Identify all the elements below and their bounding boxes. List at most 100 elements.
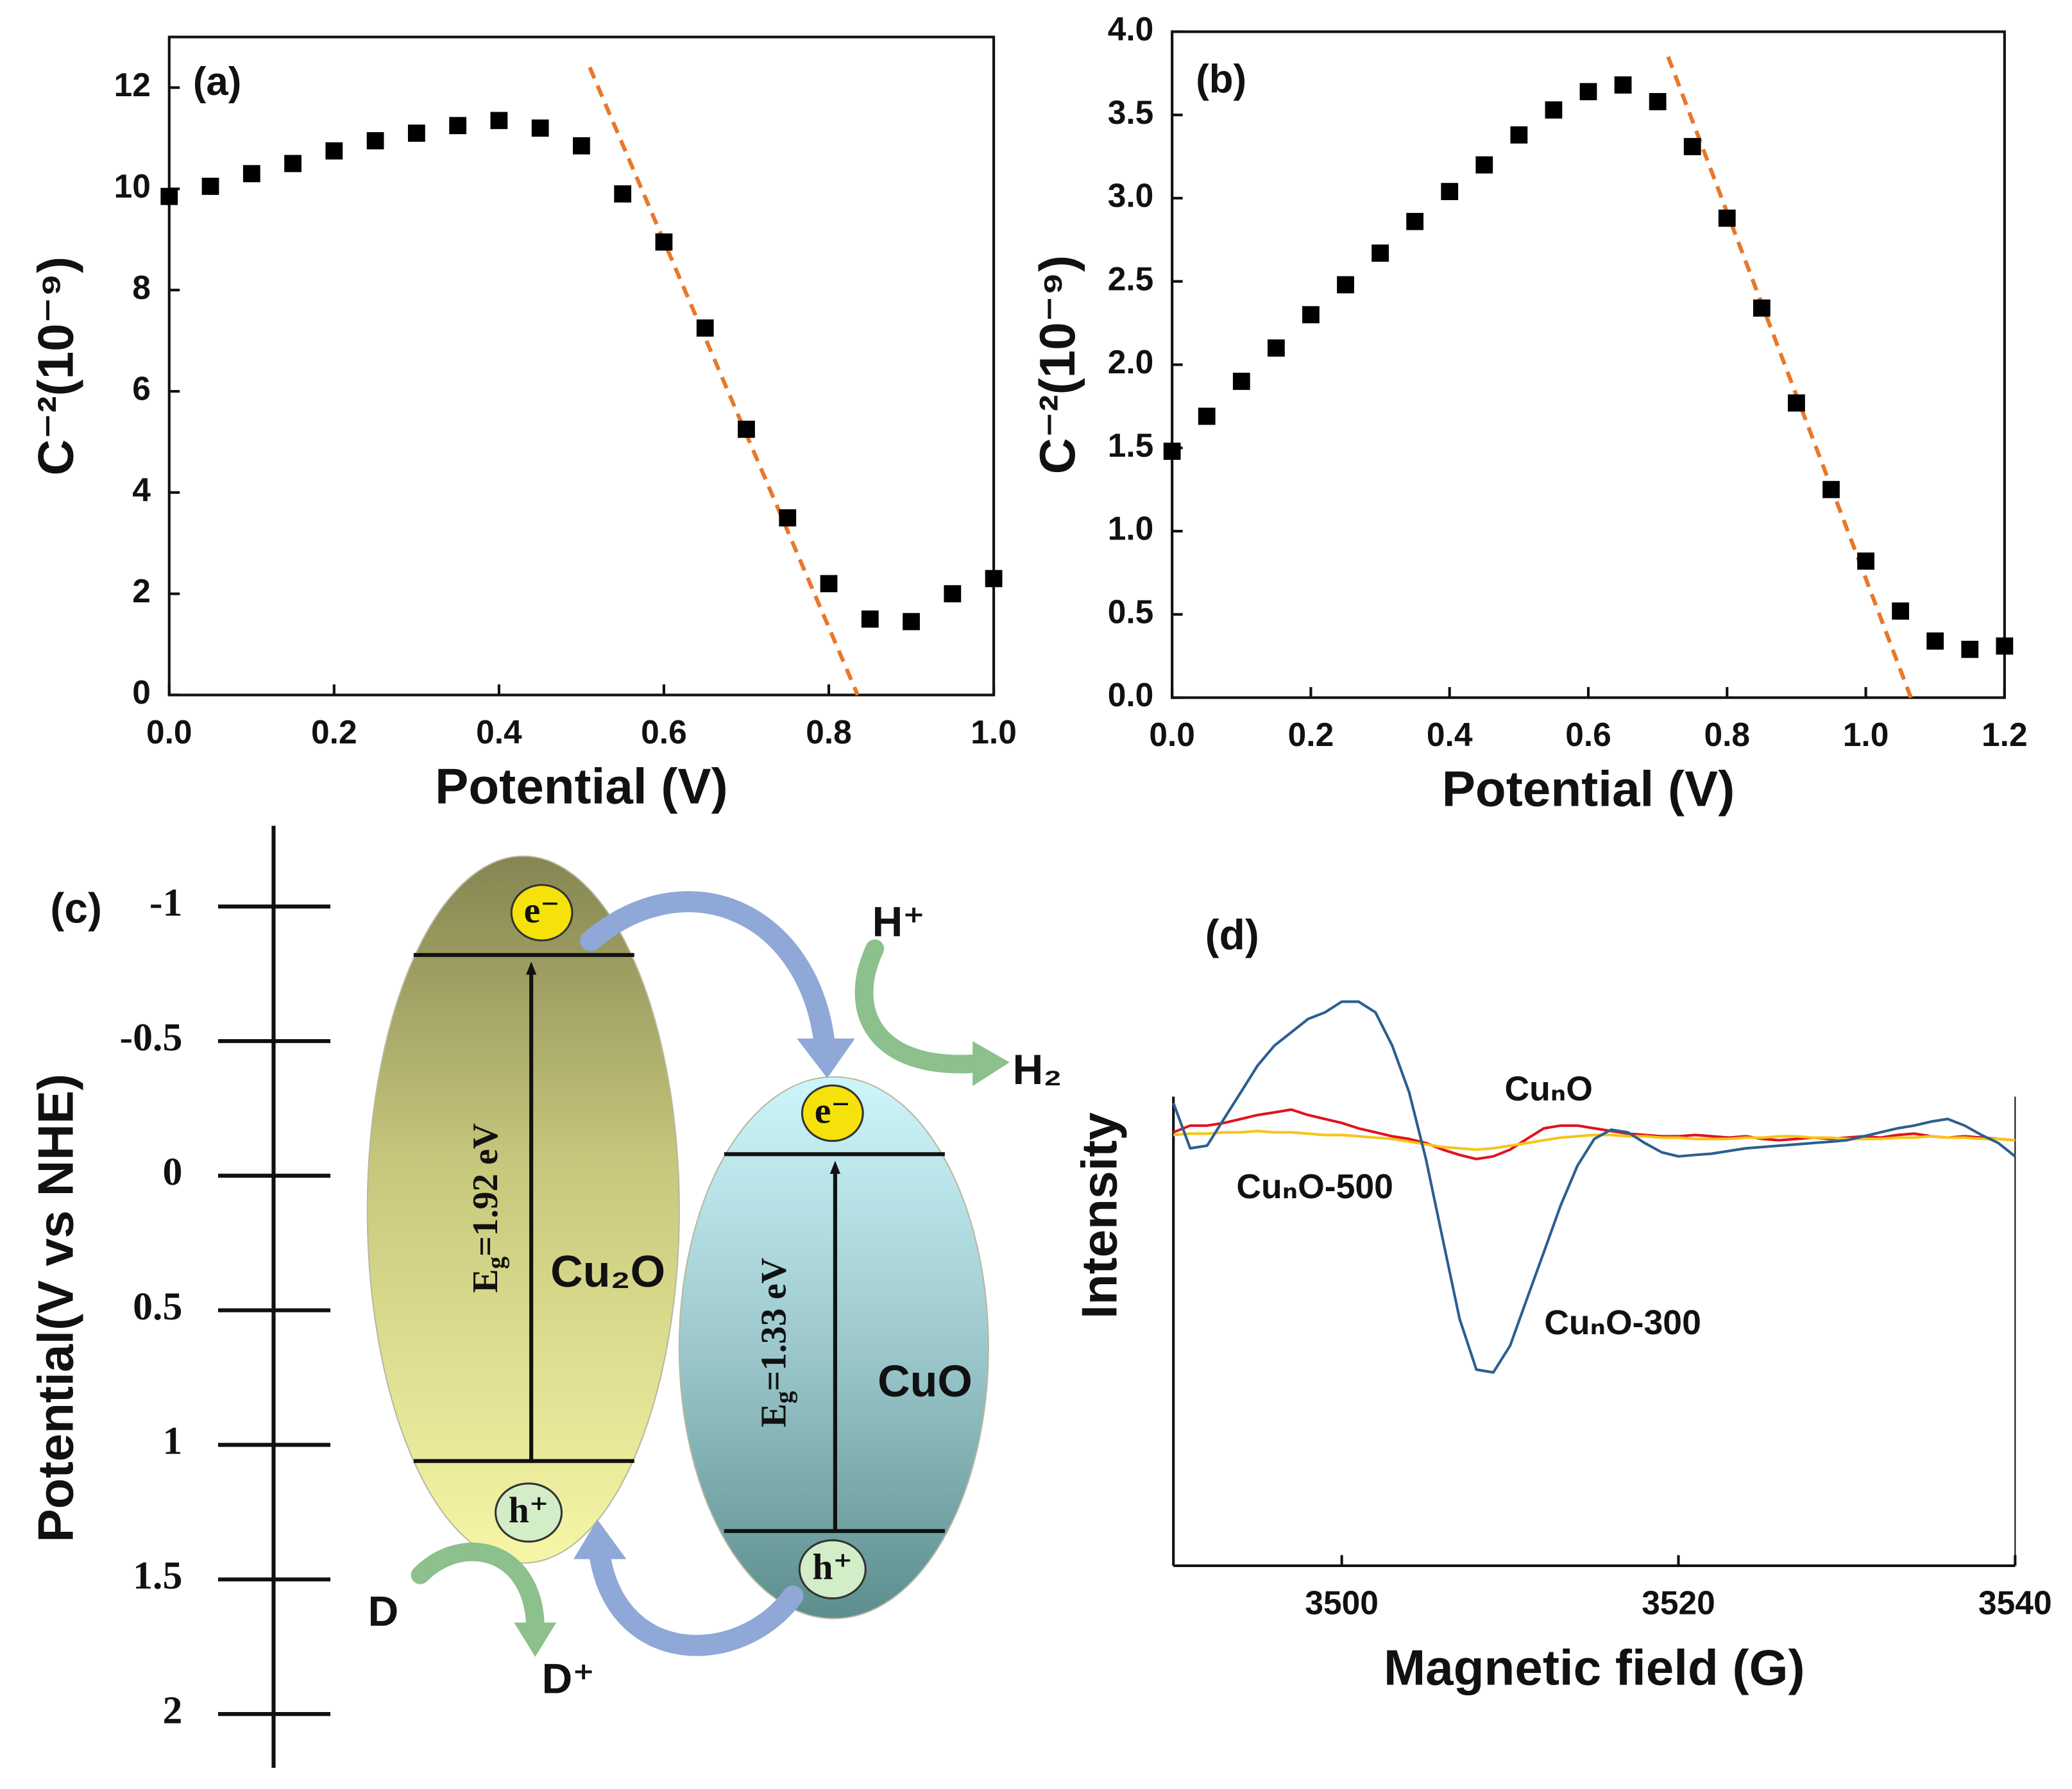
band-gap-subscript: g — [482, 1256, 510, 1269]
data-point — [1614, 76, 1632, 94]
x-axis-label: Potential (V) — [1442, 761, 1735, 817]
data-point — [201, 178, 219, 195]
y-tick-label: 3.0 — [1108, 177, 1154, 214]
y-tick-label: 1.5 — [1108, 427, 1154, 464]
x-tick-label: 3500 — [1305, 1584, 1379, 1621]
series-label: CuₙO-500 — [1236, 1168, 1393, 1206]
band-gap-subscript: g — [770, 1391, 798, 1403]
data-point — [284, 155, 301, 173]
y-tick-label: 0.5 — [1108, 593, 1154, 630]
data-point — [696, 319, 714, 337]
y-tick-label: 4.0 — [1108, 10, 1154, 47]
y-axis-label: C⁻²(10⁻⁹) — [27, 257, 83, 476]
arrow-head — [573, 1519, 627, 1559]
series-label: CuₙO — [1504, 1071, 1592, 1108]
electron-label: e⁻ — [524, 890, 560, 931]
y-tick-label: 1 — [162, 1420, 182, 1463]
data-point — [1163, 443, 1181, 460]
electron-circle — [801, 1084, 864, 1142]
x-tick-label: 0.6 — [641, 713, 687, 750]
species-label: D — [368, 1588, 399, 1635]
data-point — [1926, 632, 1944, 650]
x-tick-label: 1.0 — [1843, 716, 1889, 753]
x-tick-label: 0.6 — [1565, 716, 1611, 753]
data-point — [1822, 480, 1840, 498]
y-axis-label: C⁻²(10⁻⁹) — [1029, 255, 1085, 475]
x-tick-label: 0.0 — [146, 713, 192, 750]
x-tick-label: 0.8 — [806, 713, 852, 750]
data-point — [1579, 83, 1597, 101]
x-tick-label: 0.4 — [1427, 716, 1473, 753]
y-tick-label: 0.5 — [133, 1285, 182, 1328]
plot-frame — [167, 35, 996, 697]
species-label: H₂ — [1013, 1046, 1062, 1093]
y-tick-label: 1.5 — [133, 1554, 182, 1597]
spectrum-line — [1173, 1108, 2016, 1160]
data-point — [779, 509, 797, 527]
data-point — [614, 185, 632, 203]
y-axis-label: Intensity — [1071, 1112, 1128, 1319]
data-point — [820, 575, 838, 593]
y-tick-label: 10 — [114, 167, 151, 205]
y-tick-label: 2 — [162, 1688, 182, 1732]
data-point — [325, 142, 343, 160]
data-point — [1996, 637, 2014, 655]
data-point — [903, 613, 920, 631]
y-tick-label: 2.0 — [1108, 343, 1154, 380]
y-tick-label: 12 — [114, 66, 151, 103]
data-point — [1788, 394, 1805, 412]
electron-circle — [510, 884, 573, 942]
material-label: CuO — [878, 1356, 972, 1406]
x-axis-label: Magnetic field (G) — [1384, 1639, 1805, 1695]
data-point — [985, 570, 1003, 588]
panel-label: (c) — [50, 885, 102, 932]
band-gap-value: =1.92 eV — [466, 1123, 505, 1257]
band-gap-symbol: E — [754, 1403, 794, 1427]
x-tick-label: 3540 — [1978, 1584, 2052, 1621]
band-gap-value: =1.33 eV — [754, 1258, 794, 1391]
hole-circle — [798, 1539, 867, 1600]
y-tick-label: 2 — [132, 572, 151, 609]
spectrum-line — [1173, 1130, 2016, 1151]
data-point — [1510, 126, 1528, 144]
data-point — [573, 137, 590, 155]
y-tick-label: 2.5 — [1108, 260, 1154, 297]
data-point — [861, 610, 879, 628]
y-tick-label: 6 — [132, 370, 151, 407]
y-tick-label: -0.5 — [120, 1015, 183, 1059]
data-point — [738, 420, 755, 438]
data-point — [1371, 244, 1389, 262]
x-tick-label: 0.8 — [1704, 716, 1750, 753]
material-label: Cu₂O — [550, 1246, 665, 1296]
x-axis-label: Potential (V) — [435, 758, 728, 814]
data-point — [490, 112, 508, 130]
data-point — [1198, 407, 1216, 425]
data-point — [1718, 209, 1736, 227]
data-point — [1961, 640, 1979, 658]
x-tick-label: 1.2 — [1982, 716, 2028, 753]
data-point — [1406, 212, 1424, 230]
data-point — [1857, 552, 1874, 570]
x-tick-label: 3520 — [1642, 1584, 1715, 1621]
oxidation-arrow — [411, 1543, 545, 1632]
y-tick-label: 0.0 — [1108, 676, 1154, 713]
species-label: H⁺ — [872, 897, 925, 945]
fit-line — [1666, 56, 1913, 699]
band-gap-symbol: E — [466, 1269, 505, 1293]
electron-transfer-arrow — [580, 891, 835, 1055]
x-tick-label: 0.2 — [1288, 716, 1334, 753]
hole-label: h⁺ — [509, 1490, 549, 1530]
data-point — [1302, 306, 1320, 324]
arrow-head — [797, 1039, 855, 1078]
panel-label: (a) — [193, 60, 242, 104]
y-tick-label: 1.0 — [1108, 510, 1154, 547]
reduction-arrow — [854, 939, 985, 1074]
data-point — [407, 124, 425, 142]
data-point — [160, 187, 178, 205]
band-gap-label: Eg=1.92 eV — [466, 1123, 510, 1293]
fit-line — [588, 66, 860, 696]
data-point — [1232, 373, 1250, 390]
